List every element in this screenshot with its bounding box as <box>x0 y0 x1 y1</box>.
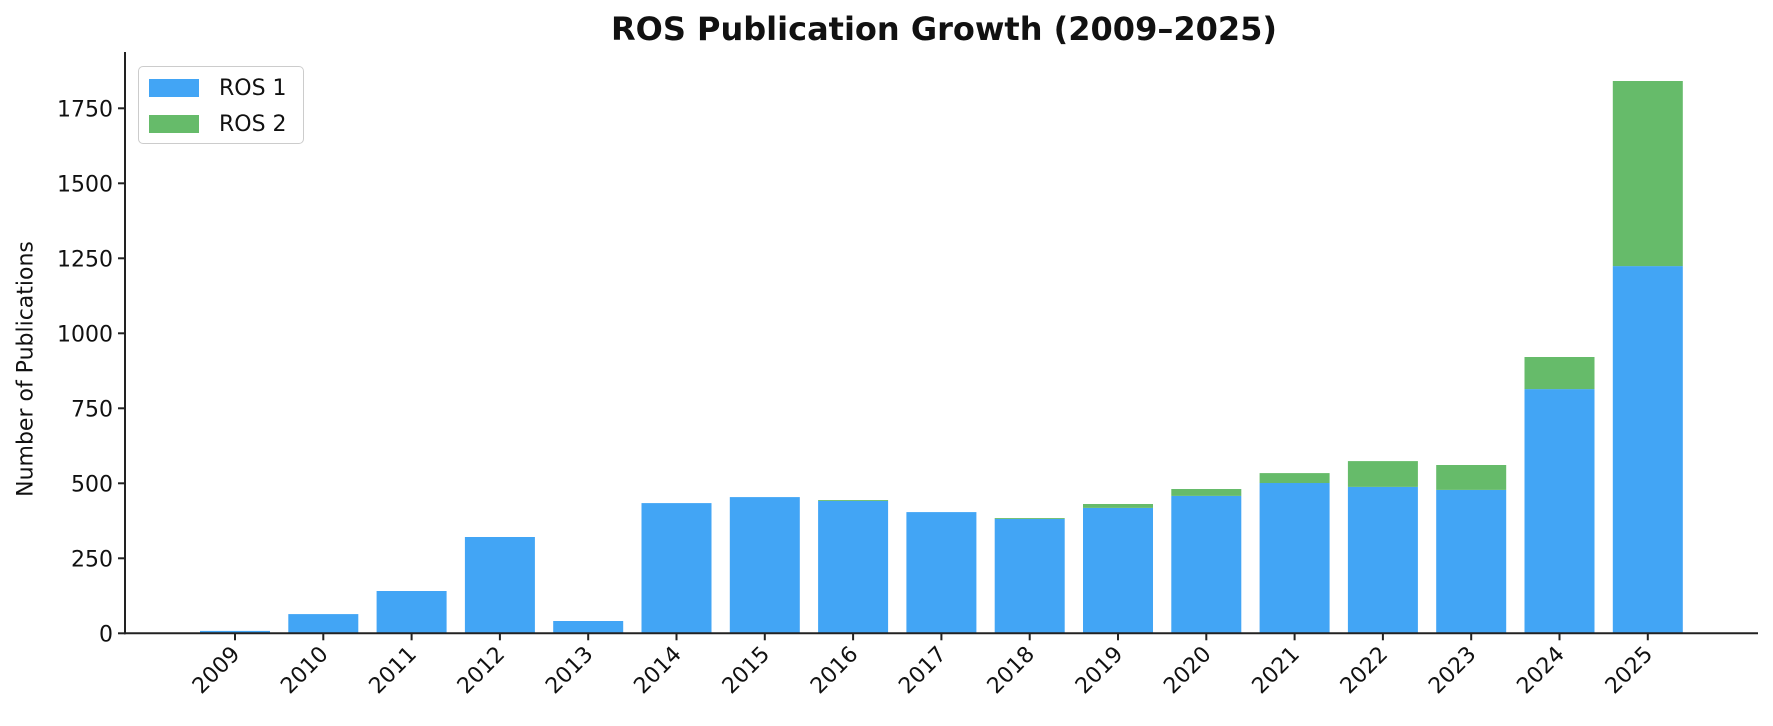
x-tick-label: 2015 <box>718 642 775 699</box>
bar-ros1-2014 <box>641 503 712 634</box>
bar-ros1-2016 <box>818 501 889 634</box>
bar-ros2-2023 <box>1436 465 1507 490</box>
x-tick-label: 2019 <box>1071 642 1128 699</box>
legend-item-ros2: ROS 2 <box>149 111 287 137</box>
bar-ros1-2013 <box>553 621 624 634</box>
x-tick-label: 2016 <box>806 642 863 699</box>
legend-swatch-ros1 <box>149 79 199 97</box>
y-tick-label: 500 <box>71 472 113 497</box>
bar-ros1-2011 <box>376 591 447 634</box>
bar-ros2-2021 <box>1259 473 1330 483</box>
bar-ros1-2015 <box>729 497 800 634</box>
x-tick-label: 2018 <box>983 642 1040 699</box>
bar-ros2-2020 <box>1171 489 1242 496</box>
bar-ros1-2022 <box>1347 486 1418 634</box>
x-tick-label: 2012 <box>453 642 510 699</box>
y-tick-label: 1000 <box>57 322 113 347</box>
bar-ros1-2017 <box>906 512 977 634</box>
legend-label-ros2: ROS 2 <box>219 111 287 137</box>
x-tick-label: 2011 <box>365 642 422 699</box>
bar-ros1-2023 <box>1436 489 1507 634</box>
bar-ros1-2009 <box>200 630 270 634</box>
chart-title: ROS Publication Growth (2009–2025) <box>610 10 1278 48</box>
bar-ros1-2020 <box>1171 495 1242 634</box>
y-tick-label: 250 <box>71 547 113 572</box>
x-tick-label: 2025 <box>1601 642 1658 699</box>
x-tick-label: 2022 <box>1336 642 1393 699</box>
x-tick-label: 2020 <box>1159 642 1216 699</box>
y-tick-label: 1500 <box>57 172 113 197</box>
bar-ros2-2018 <box>994 518 1065 519</box>
y-tick-label: 0 <box>99 622 113 647</box>
bar-ros2-2024 <box>1524 357 1595 390</box>
bar-ros1-2012 <box>464 537 535 634</box>
x-tick-label: 2014 <box>629 642 686 699</box>
bar-ros1-2018 <box>994 519 1065 634</box>
x-tick-label: 2024 <box>1512 642 1569 699</box>
y-tick-label: 1250 <box>57 247 113 272</box>
x-tick-label: 2010 <box>276 642 333 699</box>
y-tick-label: 1750 <box>57 97 113 122</box>
bar-ros2-2019 <box>1083 504 1153 508</box>
y-tick-label: 750 <box>71 397 113 422</box>
x-tick-label: 2021 <box>1248 642 1305 699</box>
legend-item-ros1: ROS 1 <box>149 75 287 101</box>
bar-ros2-2025 <box>1612 81 1683 267</box>
legend: ROS 1 ROS 2 <box>138 66 304 144</box>
x-tick-label: 2009 <box>188 642 245 699</box>
x-tick-label: 2013 <box>541 642 598 699</box>
bar-ros1-2025 <box>1612 266 1683 634</box>
bar-ros2-2016 <box>818 500 889 501</box>
bar-ros2-2022 <box>1347 461 1418 487</box>
legend-label-ros1: ROS 1 <box>219 75 287 101</box>
bar-ros1-2010 <box>288 614 359 634</box>
bar-ros1-2024 <box>1524 389 1595 634</box>
x-tick-label: 2017 <box>894 642 951 699</box>
legend-swatch-ros2 <box>149 115 199 133</box>
bar-ros1-2021 <box>1259 483 1330 634</box>
bar-ros1-2019 <box>1083 507 1153 634</box>
x-tick-label: 2023 <box>1424 642 1481 699</box>
